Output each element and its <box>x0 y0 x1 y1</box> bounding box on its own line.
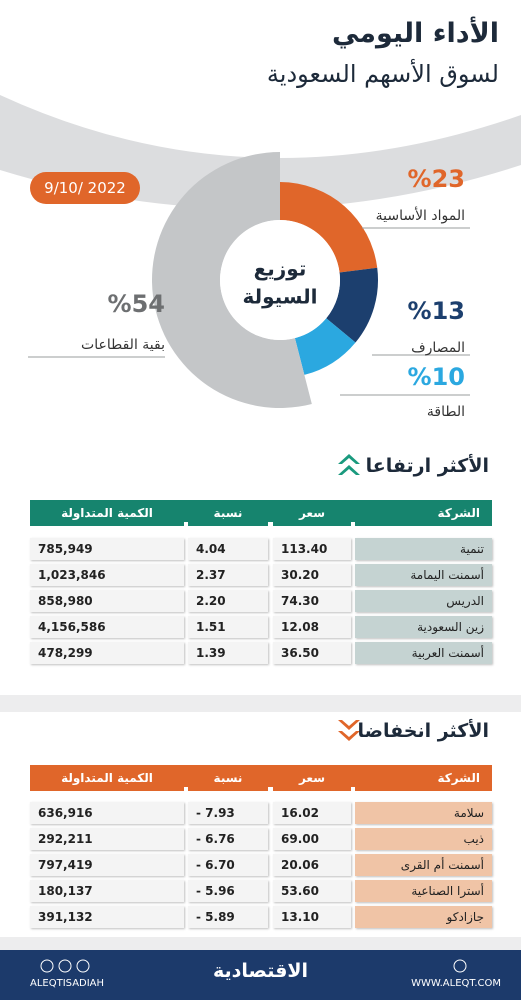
table-row: جازادكو 13.10- 5.89 391,132 <box>30 906 492 928</box>
company-cell: زين السعودية <box>355 616 492 638</box>
column-header: نسبة التغير % <box>188 500 268 546</box>
value-label: %23 <box>408 165 465 193</box>
table-row: أسمنت اليمامة 30.20 2.37 1,023,846 <box>30 564 492 586</box>
company-cell: أسترا الصناعية <box>355 880 492 902</box>
value-cell: 2.20 <box>188 590 268 612</box>
value-cell: 20.06 <box>273 854 351 876</box>
value-cell: 74.30 <box>273 590 351 612</box>
value-label: %10 <box>408 363 465 391</box>
value-cell: 180,137 <box>30 880 184 902</box>
company-cell: أسمنت اليمامة <box>355 564 492 586</box>
website: WWW.ALEQT.COM <box>411 978 501 989</box>
value-cell: 53.60 <box>273 880 351 902</box>
value-cell: 1.39 <box>188 642 268 664</box>
web-icon <box>453 959 467 973</box>
down-arrows <box>338 720 360 741</box>
value-cell: 69.00 <box>273 828 351 850</box>
center-label: السيولة <box>242 285 317 309</box>
subtitle: لسوق الأسهم السعودية <box>266 60 499 88</box>
footer: ALEQTISADIAH الاقتصادية WWW.ALEQT.COM <box>0 950 521 1000</box>
value-cell: - 6.76 <box>188 828 268 850</box>
category-label: الطاقة <box>427 404 465 420</box>
column-header: الكمية المتداولة <box>30 500 184 526</box>
value-cell: 30.20 <box>273 564 351 586</box>
value-cell: - 7.93 <box>188 802 268 824</box>
value-cell: 1,023,846 <box>30 564 184 586</box>
column-header: الكمية المتداولة <box>30 765 184 791</box>
losers-panel <box>0 712 521 937</box>
donut-segment <box>151 152 312 408</box>
value-cell: 858,980 <box>30 590 184 612</box>
section-title: الأكثر ارتفاعا <box>365 455 489 477</box>
company-cell: الدريس <box>355 590 492 612</box>
value-cell: 785,949 <box>30 538 184 560</box>
category-label: المواد الأساسية <box>376 206 465 224</box>
column-header: الشركة <box>355 765 492 791</box>
donut-segment <box>326 267 378 343</box>
table-row: تنمية 113.40 4.04 785,949 <box>30 538 492 560</box>
company-cell: تنمية <box>355 538 492 560</box>
category-label: المصارف <box>411 340 465 356</box>
title: الأداء اليومي <box>331 18 499 49</box>
value-cell: 292,211 <box>30 828 184 850</box>
value-label: %54 <box>108 290 165 318</box>
table-row: أسمنت أم القرى 20.06- 6.70 797,419 <box>30 854 492 876</box>
value-cell: 478,299 <box>30 642 184 664</box>
table-row: أسمنت العربية 36.50 1.39 478,299 <box>30 642 492 664</box>
value-cell: 636,916 <box>30 802 184 824</box>
logo: الاقتصادية <box>212 960 309 982</box>
value-cell: 13.10 <box>273 906 351 928</box>
table-row: سلامة 16.02- 7.93 636,916 <box>30 802 492 824</box>
column-header: سعر الإغلاق <box>273 765 351 811</box>
value-cell: 113.40 <box>273 538 351 560</box>
category-label: بقية القطاعات <box>81 337 165 353</box>
table-row: ذيب 69.00- 6.76 292,211 <box>30 828 492 850</box>
section-title: الأكثر انخفاضا <box>357 720 489 742</box>
company-cell: جازادكو <box>355 906 492 928</box>
social-handle: ALEQTISADIAH <box>30 978 105 989</box>
value-cell: 391,132 <box>30 906 184 928</box>
value-cell: 36.50 <box>273 642 351 664</box>
company-cell: أسمنت أم القرى <box>355 854 492 876</box>
table-row: أسترا الصناعية 53.60- 5.96 180,137 <box>30 880 492 902</box>
value-cell: 16.02 <box>273 802 351 824</box>
value-cell: - 5.96 <box>188 880 268 902</box>
table-row: الدريس 74.30 2.20 858,980 <box>30 590 492 612</box>
donut-chart: توزيع السيولة %23 المواد الأساسية %13 المصارف… <box>28 152 470 420</box>
company-cell: أسمنت العربية <box>355 642 492 664</box>
value-cell: 2.37 <box>188 564 268 586</box>
value-label: %13 <box>408 297 465 325</box>
company-cell: ذيب <box>355 828 492 850</box>
value-cell: 797,419 <box>30 854 184 876</box>
donut-hole <box>220 220 340 340</box>
value-cell: 4,156,586 <box>30 616 184 638</box>
table-row: زين السعودية 12.08 1.51 4,156,586 <box>30 616 492 638</box>
company-cell: سلامة <box>355 802 492 824</box>
donut-segment <box>280 182 378 273</box>
date-pill: 9/10/ 2022 <box>30 172 140 204</box>
column-header: الشركة <box>355 500 492 526</box>
value-cell: 1.51 <box>188 616 268 638</box>
column-header: نسبة التغير % <box>188 765 268 811</box>
value-cell: - 5.89 <box>188 906 268 928</box>
value-cell: 4.04 <box>188 538 268 560</box>
up-arrows <box>338 454 360 475</box>
value-cell: 12.08 <box>273 616 351 638</box>
center-label: توزيع <box>254 257 307 281</box>
donut-segment <box>294 318 356 375</box>
value-cell: - 6.70 <box>188 854 268 876</box>
social-icons <box>40 959 90 973</box>
column-header: سعر الإغلاق <box>273 500 351 546</box>
